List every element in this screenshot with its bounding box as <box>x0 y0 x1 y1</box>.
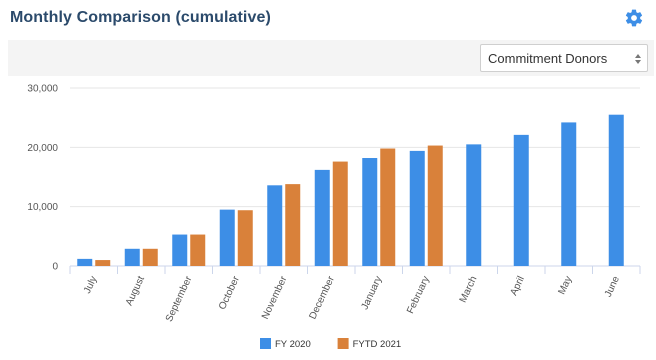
bar-june-fy2020 <box>608 114 624 266</box>
bar-december-fytd2021 <box>332 161 348 266</box>
bar-february-fy2020 <box>409 150 425 266</box>
bar-december-fy2020 <box>314 169 330 266</box>
bar-november-fy2020 <box>267 185 283 266</box>
bar-january-fytd2021 <box>380 148 396 266</box>
x-tick-label: April <box>509 275 527 298</box>
x-tick-label: May <box>557 275 575 297</box>
bar-november-fytd2021 <box>285 184 301 266</box>
bar-may-fy2020 <box>561 122 577 266</box>
x-tick-label: December <box>307 274 337 321</box>
bar-august-fy2020 <box>124 248 140 266</box>
x-tick-label: February <box>405 275 432 316</box>
x-tick-label: July <box>82 275 99 296</box>
y-tick-label: 30,000 <box>27 84 58 95</box>
x-tick-label: June <box>603 274 622 299</box>
legend-label: FY 2020 <box>275 339 311 350</box>
x-tick-label: March <box>458 275 480 305</box>
x-tick-label: November <box>260 274 290 321</box>
x-tick-label: January <box>359 275 384 312</box>
bar-july-fytd2021 <box>95 260 111 266</box>
chart-header: Monthly Comparison (cumulative) <box>0 0 656 38</box>
bar-february-fytd2021 <box>427 145 443 266</box>
bar-chart: 0 10,000 20,000 30,000 July August September O… <box>27 84 641 350</box>
x-tick-label: August <box>124 274 147 307</box>
chart-title: Monthly Comparison (cumulative) <box>10 9 271 26</box>
bar-august-fytd2021 <box>142 248 158 266</box>
gear-icon[interactable] <box>624 8 644 28</box>
legend-swatch <box>337 338 349 349</box>
y-axis: 0 10,000 20,000 30,000 <box>27 84 58 273</box>
bar-october-fytd2021 <box>237 210 253 266</box>
metric-dropdown[interactable]: Commitment Donors <box>480 44 648 72</box>
bar-october-fy2020 <box>219 209 235 266</box>
bar-july-fy2020 <box>77 258 93 266</box>
y-tick-label: 20,000 <box>27 143 58 154</box>
bar-april-fy2020 <box>513 134 529 266</box>
bar-september-fytd2021 <box>190 234 206 266</box>
y-tick-label: 0 <box>52 262 58 273</box>
x-axis: July August September October November Decemb… <box>69 266 641 324</box>
updown-arrows-icon <box>635 54 641 64</box>
legend-swatch <box>260 338 271 349</box>
legend-label: FYTD 2021 <box>353 339 402 350</box>
y-tick-label: 10,000 <box>27 202 58 213</box>
metric-dropdown-value: Commitment Donors <box>488 51 608 66</box>
bars <box>77 114 624 266</box>
bar-september-fy2020 <box>172 234 188 266</box>
x-tick-label: September <box>164 274 195 324</box>
bar-march-fy2020 <box>466 144 482 266</box>
gridlines <box>70 87 640 267</box>
chart-toolbar: Commitment Donors <box>8 40 654 76</box>
x-tick-label: October <box>217 274 242 311</box>
legend: FY 2020 FYTD 2021 <box>260 338 401 350</box>
bar-january-fy2020 <box>362 158 378 266</box>
